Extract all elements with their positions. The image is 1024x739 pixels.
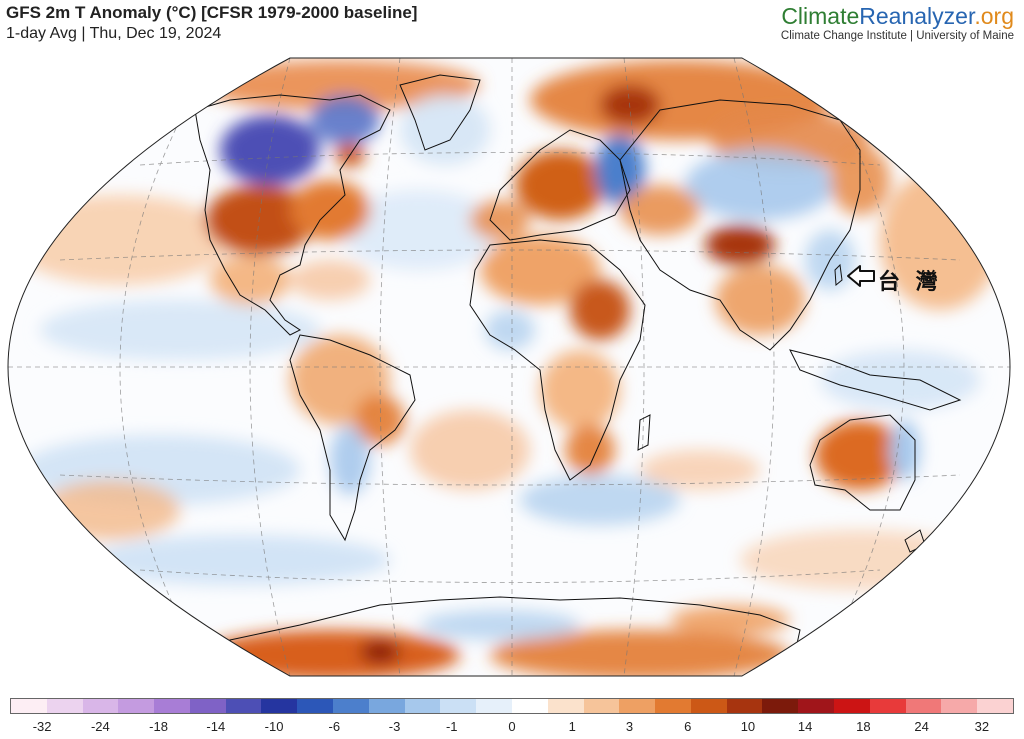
colorbar-segment bbox=[583, 699, 620, 713]
colorbar-segment bbox=[333, 699, 369, 713]
colorbar-tick-label: -24 bbox=[90, 719, 110, 734]
outline-asia bbox=[619, 99, 861, 351]
colorbar-tick-label: 6 bbox=[684, 719, 692, 734]
colorbar-tick-label: 14 bbox=[797, 719, 813, 734]
colorbar-tick-label: -1 bbox=[445, 719, 458, 734]
colorbar-segment bbox=[833, 699, 870, 713]
colorbar-segment bbox=[511, 699, 548, 713]
outline-madagascar bbox=[637, 414, 651, 451]
coastlines bbox=[194, 74, 962, 676]
brand-logo-part-3: .org bbox=[974, 3, 1014, 29]
colorbar-tick-label: 32 bbox=[974, 719, 990, 734]
colorbar-segment bbox=[476, 699, 512, 713]
colorbar-segment bbox=[46, 699, 83, 713]
colorbar-segment bbox=[798, 699, 834, 713]
colorbar-tick-label: 1 bbox=[568, 719, 576, 734]
colorbar-segment bbox=[905, 699, 942, 713]
taiwan-annotation-label: 台 灣 bbox=[878, 269, 942, 295]
map-header: GFS 2m T Anomaly (°C) [CFSR 1979-2000 ba… bbox=[0, 0, 1024, 50]
brand-block[interactable]: ClimateReanalyzer.org Climate Change Ins… bbox=[781, 2, 1014, 42]
colorbar-tick-label: -18 bbox=[149, 719, 168, 734]
colorbar-segment bbox=[690, 699, 727, 713]
colorbar-segment bbox=[404, 699, 441, 713]
graticule bbox=[8, 58, 1010, 676]
colorbar-segment bbox=[261, 699, 298, 713]
colorbar-tick-label: -6 bbox=[328, 719, 341, 734]
brand-logo-part-2: Reanalyzer bbox=[859, 3, 975, 29]
colorbar-labels: -32 -24 -18 -14 -10 -6 -3 -1 0 1 3 6 10 14 18 24 32 bbox=[10, 719, 1014, 737]
world-anomaly-map bbox=[7, 57, 1011, 677]
page-subtitle: 1-day Avg | Thu, Dec 19, 2024 bbox=[6, 25, 222, 42]
outline-north-america bbox=[194, 94, 391, 336]
colorbar-tick-label: 0 bbox=[508, 719, 516, 734]
colorbar-segment bbox=[11, 699, 47, 713]
colorbar-segment bbox=[189, 699, 226, 713]
colorbar-tick-label: -32 bbox=[32, 719, 52, 734]
colorbar-segment bbox=[726, 699, 763, 713]
colorbar-tick-label: 3 bbox=[625, 719, 634, 734]
page-title: GFS 2m T Anomaly (°C) [CFSR 1979-2000 ba… bbox=[6, 3, 418, 22]
outline-australia bbox=[809, 414, 916, 511]
colorbar-tick-label: -10 bbox=[264, 719, 284, 734]
colorbar-segment bbox=[368, 699, 405, 713]
colorbar-tick-label: 18 bbox=[856, 719, 871, 734]
colorbar-segment bbox=[118, 699, 155, 713]
colorbar-segment bbox=[977, 699, 1013, 713]
colorbar-segment bbox=[655, 699, 691, 713]
outline-antarctica bbox=[229, 596, 801, 676]
colorbar-segment bbox=[619, 699, 656, 713]
outline-south-america bbox=[289, 334, 416, 542]
colorbar-segment bbox=[869, 699, 906, 713]
outline-greenland bbox=[399, 74, 481, 151]
globe-outline bbox=[7, 57, 1011, 677]
colorbar-segment bbox=[941, 699, 978, 713]
brand-logo-part-1: Climate bbox=[781, 3, 860, 29]
colorbar-segment bbox=[297, 699, 334, 713]
outline-taiwan bbox=[834, 263, 843, 287]
colorbar-segment bbox=[762, 699, 799, 713]
colorbar-tick-label: -3 bbox=[388, 719, 401, 734]
left-arrow-icon bbox=[847, 265, 875, 287]
colorbar-segment bbox=[440, 699, 477, 713]
outline-indonesia bbox=[789, 349, 962, 411]
colorbar-tick-label: 10 bbox=[740, 719, 756, 734]
brand-logo[interactable]: ClimateReanalyzer.org bbox=[781, 2, 1014, 30]
colorbar bbox=[10, 698, 1014, 714]
colorbar-segment bbox=[547, 699, 584, 713]
brand-tagline: Climate Change Institute | University of… bbox=[780, 30, 1014, 42]
colorbar-segment bbox=[154, 699, 190, 713]
colorbar-segment bbox=[225, 699, 262, 713]
colorbar-segment bbox=[82, 699, 119, 713]
colorbar-tick-label: -14 bbox=[206, 719, 226, 734]
colorbar-tick-label: 24 bbox=[914, 719, 929, 734]
outline-africa bbox=[469, 239, 646, 481]
